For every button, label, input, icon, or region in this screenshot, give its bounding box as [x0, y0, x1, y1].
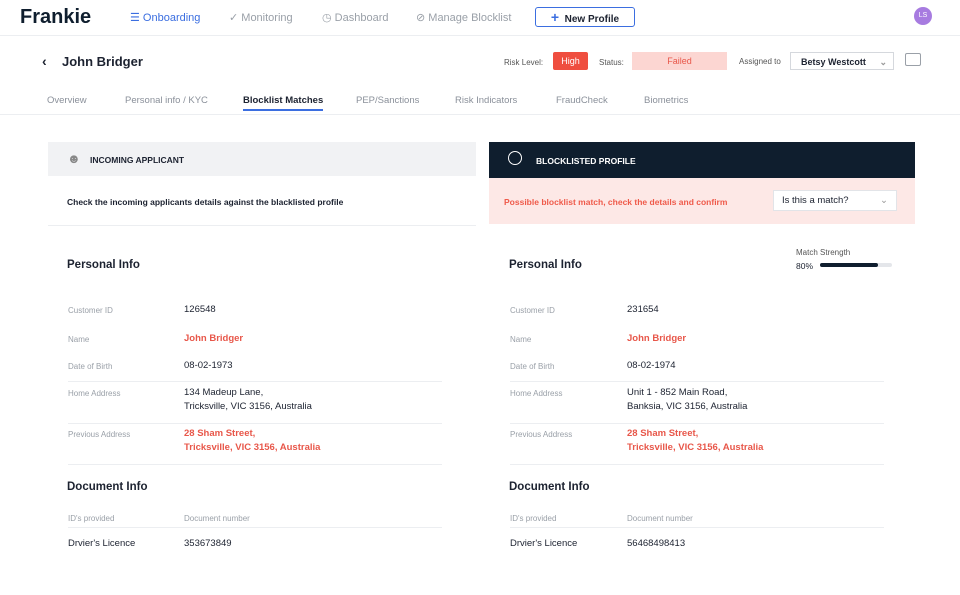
blocklisted-panel [489, 142, 915, 178]
field-value: 28 Sham Street, [627, 428, 699, 439]
field-value: 134 Madeup Lane, [184, 387, 264, 398]
assignee-select[interactable]: Betsy Westcott ⌄ [790, 52, 894, 70]
field-value: 08-02-1973 [184, 360, 233, 371]
nav-text: Monitoring [241, 12, 293, 24]
block-icon [508, 151, 522, 165]
row-separator [510, 423, 884, 424]
user-icon: ☻ [67, 151, 81, 166]
nav-text: Onboarding [142, 12, 201, 24]
row-separator [510, 381, 884, 382]
field-value: 231654 [627, 304, 659, 315]
field-value: Unit 1 - 852 Main Road, [627, 387, 728, 398]
tab[interactable]: Risk Indicators [455, 95, 518, 106]
field-label: Customer ID [510, 306, 555, 315]
comment-icon[interactable] [905, 53, 921, 66]
field-value: John Bridger [184, 333, 244, 344]
row-separator [510, 464, 884, 465]
field-value: John Bridger [627, 333, 687, 344]
row-separator [510, 527, 884, 528]
status-label: Status: [599, 58, 624, 67]
section-title: Document Info [67, 481, 148, 493]
field-label: Date of Birth [510, 362, 555, 371]
tab[interactable]: Personal info / KYC [125, 95, 208, 106]
status-badge: Failed [632, 52, 727, 70]
tab[interactable]: Blocklist Matches [243, 95, 324, 111]
tab[interactable]: Overview [47, 95, 87, 106]
nav-text: Dashboard [334, 12, 389, 24]
select-text: Is this a match? [782, 195, 849, 206]
row-separator [68, 381, 442, 382]
incoming-panel [48, 142, 476, 176]
doc-header: ID's provided [68, 514, 115, 523]
match-select[interactable]: Is this a match? ⌄ [773, 190, 897, 211]
risk-badge: High [553, 52, 588, 70]
doc-header: Document number [184, 514, 250, 523]
tab[interactable]: Biometrics [644, 95, 689, 106]
nav-item[interactable]: ☰ Onboarding [130, 12, 201, 24]
field-value: Tricksville, VIC 3156, Australia [184, 442, 321, 453]
new-profile-button[interactable]: + New Profile [535, 7, 635, 27]
tab[interactable]: FraudCheck [556, 95, 608, 106]
field-value: Tricksville, VIC 3156, Australia [627, 442, 764, 453]
match-label: Match Strength [796, 248, 851, 257]
field-value: 08-02-1974 [627, 360, 676, 371]
tab[interactable]: PEP/Sanctions [356, 95, 420, 106]
warning: Possible blocklist match, check the deta… [504, 197, 728, 207]
field-value: 28 Sham Street, [184, 428, 256, 439]
risk-label: Risk Level: [504, 58, 544, 67]
back[interactable]: ‹ [42, 53, 47, 69]
doc-header: ID's provided [510, 514, 557, 523]
divider [48, 225, 476, 226]
doc-cell: Drvier's Licence [510, 538, 578, 549]
avatar[interactable]: LS [914, 7, 932, 25]
field-value: 126548 [184, 304, 216, 315]
button-text: New Profile [564, 14, 620, 25]
incoming-note: Check the incoming applicants details ag… [67, 197, 344, 207]
match-bar [820, 263, 878, 267]
row-separator [68, 423, 442, 424]
nav-item[interactable]: ◷ Dashboard [322, 12, 389, 24]
section-title: Personal Info [509, 259, 582, 271]
field-label: Date of Birth [68, 362, 113, 371]
field-label: Customer ID [68, 306, 113, 315]
field-label: Home Address [510, 389, 563, 398]
doc-cell: 353673849 [184, 538, 232, 549]
field-label: Previous Address [510, 430, 573, 439]
match-value: 80% [796, 261, 814, 271]
field-label: Name [510, 335, 532, 344]
row-separator [68, 464, 442, 465]
incoming-title: INCOMING APPLICANT [90, 155, 185, 165]
section-title: Document Info [509, 481, 590, 493]
field-label: Home Address [68, 389, 121, 398]
row-separator [68, 527, 442, 528]
assignee: Betsy Westcott [801, 57, 866, 67]
doc-cell: 56468498413 [627, 538, 686, 549]
doc-cell: Drvier's Licence [68, 538, 136, 549]
section-title: Personal Info [67, 259, 140, 271]
field-value: Tricksville, VIC 3156, Australia [184, 401, 312, 412]
nav-text: Manage Blocklist [428, 12, 512, 24]
logo[interactable]: Frankie [20, 6, 92, 28]
field-label: Name [68, 335, 90, 344]
divider [0, 35, 960, 36]
divider [0, 114, 960, 115]
assigned-label: Assigned to [739, 57, 781, 66]
nav-item[interactable]: ⊘ Manage Blocklist [416, 12, 512, 24]
field-value: Banksia, VIC 3156, Australia [627, 401, 748, 412]
doc-header: Document number [627, 514, 693, 523]
profile-name: John Bridger [62, 54, 143, 69]
nav-item[interactable]: ✓ Monitoring [229, 12, 293, 24]
field-label: Previous Address [68, 430, 131, 439]
blocklisted-title: BLOCKLISTED PROFILE [536, 156, 636, 166]
